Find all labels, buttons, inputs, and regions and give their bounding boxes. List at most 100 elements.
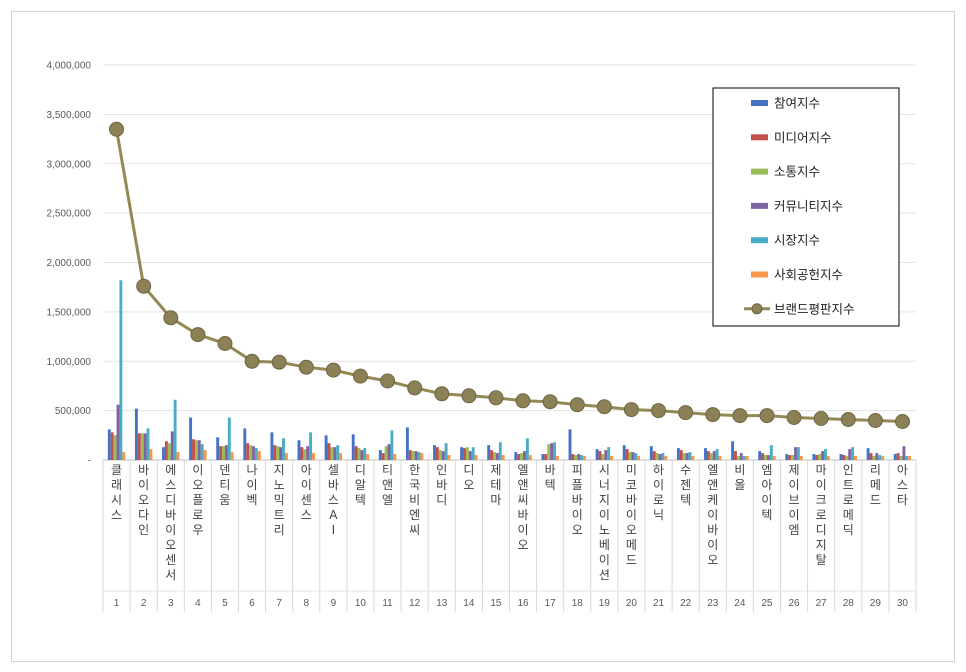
category-number: 16: [517, 598, 529, 609]
legend-label: 브랜드평판지수: [774, 301, 855, 316]
bar: [140, 433, 144, 460]
brand-index-point: [759, 408, 775, 424]
bar: [176, 452, 180, 460]
bar: [604, 450, 608, 461]
category-number: 24: [734, 598, 746, 609]
bar: [339, 453, 343, 460]
category-number: 1: [114, 598, 120, 609]
category-number: 7: [276, 598, 282, 609]
bar: [739, 453, 743, 460]
brand-index-point: [515, 393, 531, 409]
bar: [354, 446, 358, 460]
bar: [441, 451, 445, 460]
category-number: 22: [680, 598, 692, 609]
category-number: 23: [707, 598, 719, 609]
y-tick-label: -: [88, 456, 91, 467]
bar: [309, 432, 313, 460]
brand-index-point: [840, 412, 856, 427]
bar: [417, 452, 421, 460]
legend-label: 참여지수: [774, 96, 820, 111]
bar: [577, 454, 581, 460]
category-number: 29: [870, 598, 882, 609]
brand-index-point: [109, 121, 124, 137]
bar: [254, 448, 258, 460]
bar: [544, 454, 548, 460]
bar: [408, 450, 412, 461]
brand-index-point: [380, 373, 396, 389]
bar: [682, 453, 686, 460]
bar: [351, 434, 355, 460]
legend-label: 미디어지수: [774, 130, 832, 145]
y-axis-ticks: - 500,000 1,000,000 1,500,000 2,000,000 2,500…: [47, 61, 92, 467]
category-number: 12: [409, 598, 421, 609]
brand-index-point: [786, 410, 802, 425]
brand-index-point: [813, 411, 829, 426]
bar: [869, 453, 873, 460]
category-number: 3: [168, 598, 174, 609]
bar: [715, 449, 719, 460]
bar: [799, 456, 803, 460]
bar: [495, 453, 499, 460]
bar: [143, 433, 147, 460]
category-number: 26: [788, 598, 800, 609]
legend-swatch: [751, 134, 768, 141]
legend-swatch: [751, 271, 768, 278]
bar: [300, 447, 304, 460]
bar: [523, 451, 526, 460]
bar: [312, 453, 315, 460]
bar: [170, 431, 174, 460]
bar: [872, 456, 876, 460]
bar: [839, 454, 843, 460]
bar: [679, 450, 683, 461]
category-number: 9: [331, 598, 337, 609]
legend-box: [712, 87, 900, 327]
bar: [568, 429, 572, 460]
bar: [553, 442, 556, 460]
bar: [360, 450, 364, 461]
bar: [517, 454, 521, 460]
bar: [276, 446, 280, 460]
category-number: 8: [303, 598, 309, 609]
bar: [818, 454, 822, 460]
bar: [384, 446, 388, 460]
brand-index-point: [488, 390, 504, 406]
bar: [366, 454, 370, 460]
bar: [761, 453, 765, 460]
category-number: 2: [141, 598, 147, 609]
bar: [167, 443, 171, 460]
bar: [297, 440, 301, 460]
bar: [634, 453, 638, 460]
bar: [474, 455, 478, 460]
bar: [116, 404, 120, 460]
bar: [731, 441, 735, 460]
category-number: 19: [599, 598, 611, 609]
category-number: 6: [249, 598, 255, 609]
bar: [764, 455, 767, 460]
bar: [655, 453, 659, 460]
bar: [851, 447, 855, 460]
brand-index-point: [461, 388, 477, 404]
bar: [652, 451, 656, 460]
bar: [637, 456, 641, 460]
y-tick-label: 1,500,000: [47, 307, 92, 318]
bar: [691, 456, 695, 460]
bar: [845, 456, 849, 460]
bar: [194, 440, 198, 460]
bar: [772, 456, 776, 460]
brand-index-point: [651, 403, 666, 419]
brand-index-point: [190, 327, 206, 343]
brand-index-point: [271, 354, 287, 370]
brand-index-point: [623, 402, 639, 418]
bar: [649, 446, 653, 460]
bar: [688, 452, 692, 460]
bar: [571, 454, 575, 460]
brand-index-point: [163, 310, 179, 326]
